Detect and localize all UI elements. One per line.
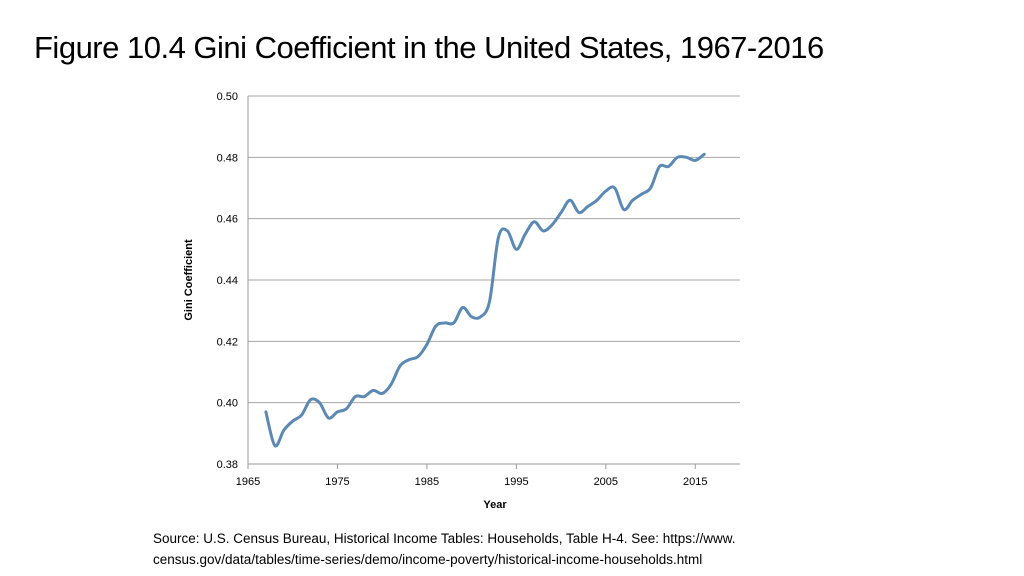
data-point: [282, 429, 285, 432]
data-point: [399, 364, 402, 367]
data-point: [506, 229, 509, 232]
data-point: [524, 233, 527, 236]
data-point: [604, 190, 607, 193]
data-point: [452, 321, 455, 324]
data-point: [408, 358, 411, 361]
y-tick-label: 0.48: [217, 152, 238, 164]
x-tick-label: 2015: [683, 476, 707, 488]
data-point: [434, 325, 437, 328]
data-point: [533, 220, 536, 223]
data-point: [273, 444, 276, 447]
data-point: [577, 211, 580, 214]
data-point: [595, 199, 598, 202]
data-point: [345, 407, 348, 410]
data-point: [327, 417, 330, 420]
axes: [247, 96, 740, 465]
data-point: [336, 410, 339, 413]
data-point: [613, 187, 616, 190]
data-point: [390, 383, 393, 386]
data-point: [640, 193, 643, 196]
y-tick-label: 0.42: [217, 336, 238, 348]
x-tick-label: 1975: [325, 476, 349, 488]
series-line-gini: [264, 152, 706, 448]
data-point: [363, 395, 366, 398]
data-point: [569, 199, 572, 202]
data-point: [586, 205, 589, 208]
y-tick-label: 0.46: [217, 214, 238, 226]
data-point: [685, 156, 688, 159]
y-tick-labels: 0.38 0.40 0.42 0.44 0.46 0.48 0.50: [217, 91, 238, 471]
data-point: [309, 398, 312, 401]
data-point: [318, 401, 321, 404]
data-point: [649, 187, 652, 190]
data-point: [461, 306, 464, 309]
page-title: Figure 10.4 Gini Coefficient in the Unit…: [34, 30, 824, 65]
data-point: [488, 300, 491, 303]
data-point: [479, 315, 482, 318]
x-tick-label: 1995: [504, 476, 528, 488]
source-line-1: Source: U.S. Census Bureau, Historical I…: [153, 531, 736, 546]
data-point: [416, 355, 419, 358]
data-point: [542, 229, 545, 232]
data-point: [658, 165, 661, 168]
data-point: [703, 153, 706, 156]
data-point: [372, 389, 375, 392]
data-point: [443, 321, 446, 324]
data-point: [264, 410, 267, 413]
x-axis-label: Year: [483, 499, 507, 511]
x-tick-label: 1965: [236, 476, 260, 488]
data-point: [497, 236, 500, 239]
data-point: [551, 223, 554, 226]
data-point: [300, 413, 303, 416]
data-point: [291, 420, 294, 423]
data-point: [667, 165, 670, 168]
source-note: Source: U.S. Census Bureau, Historical I…: [153, 528, 853, 570]
y-tick-label: 0.40: [217, 398, 238, 410]
data-point: [631, 199, 634, 202]
source-line-2: census.gov/data/tables/time-series/demo/…: [153, 552, 703, 567]
data-point: [515, 248, 518, 251]
data-point: [622, 208, 625, 211]
data-point: [694, 159, 697, 162]
data-point: [560, 211, 563, 214]
y-tick-label: 0.50: [217, 91, 238, 103]
x-tick-label: 2005: [594, 476, 618, 488]
y-tick-label: 0.44: [217, 275, 238, 287]
gini-line-chart: 0.38 0.40 0.42 0.44 0.46 0.48 0.50 1965 1975 198…: [183, 91, 740, 511]
data-point: [425, 343, 428, 346]
x-tick-label: 1985: [415, 476, 439, 488]
y-tick-label: 0.38: [217, 459, 238, 471]
data-point: [381, 392, 384, 395]
data-point: [676, 156, 679, 159]
data-point: [470, 315, 473, 318]
gridlines: [248, 95, 740, 404]
data-point: [354, 395, 357, 398]
y-axis-label: Gini Coefficient: [183, 239, 195, 321]
x-tick-labels: 1965 1975 1985 1995 2005 2015: [236, 464, 708, 488]
